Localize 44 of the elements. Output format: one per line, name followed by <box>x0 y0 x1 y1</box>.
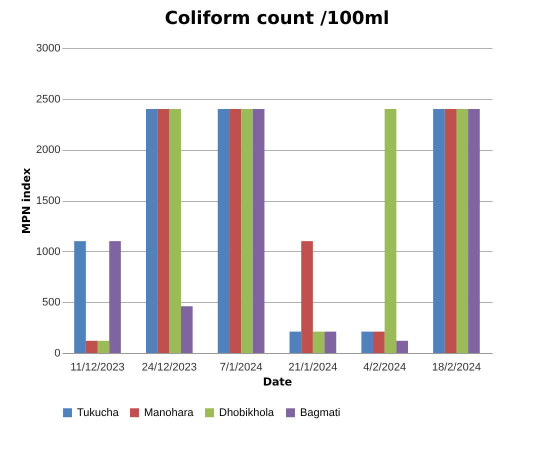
bar <box>384 109 396 353</box>
bar <box>324 332 336 353</box>
x-tick-label: 18/2/2024 <box>432 362 481 374</box>
y-tick-label: 2500 <box>36 93 60 106</box>
bar <box>74 241 86 353</box>
bar <box>109 241 121 353</box>
x-tick-label: 11/12/2023 <box>70 362 125 374</box>
legend-label: Bagmati <box>300 406 340 419</box>
x-axis-title: Date <box>262 376 292 388</box>
bar <box>433 109 445 353</box>
bar <box>301 241 313 353</box>
bar <box>468 109 480 353</box>
legend-label: Dhobikhola <box>219 406 275 419</box>
x-tick-label: 4/2/2024 <box>363 362 406 374</box>
x-tick-label: 7/1/2024 <box>220 362 263 374</box>
bar <box>98 340 110 353</box>
bar <box>146 109 158 353</box>
y-tick-label: 1000 <box>36 246 60 258</box>
bar <box>456 109 468 353</box>
chart-title: Coliform count /100ml <box>164 8 390 29</box>
bar <box>158 109 170 353</box>
bar <box>290 332 302 353</box>
bar <box>252 109 264 353</box>
x-tick-label: 21/1/2024 <box>288 362 338 374</box>
y-tick-label: 500 <box>42 296 60 309</box>
bar <box>218 109 230 353</box>
bar <box>241 109 253 353</box>
legend-label: Tukucha <box>77 406 120 419</box>
bar <box>180 306 193 353</box>
y-tick-label: 1500 <box>36 195 60 207</box>
legend-label: Manohara <box>144 406 194 419</box>
bar <box>86 340 98 353</box>
bar <box>169 109 181 353</box>
y-tick-label: 0 <box>54 348 60 360</box>
bar <box>361 332 374 353</box>
y-tick-label: 2000 <box>36 144 60 156</box>
bar <box>373 332 385 353</box>
bar <box>312 332 325 353</box>
bar <box>229 109 242 353</box>
bar <box>444 109 456 353</box>
y-axis-title: MPN index <box>20 168 34 234</box>
bar <box>396 340 408 353</box>
x-tick-label: 24/12/2023 <box>142 362 197 374</box>
y-tick-label: 3000 <box>36 42 60 54</box>
